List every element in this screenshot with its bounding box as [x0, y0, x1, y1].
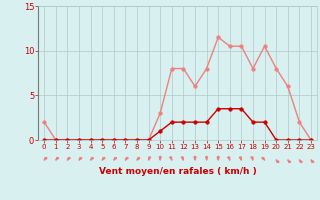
X-axis label: Vent moyen/en rafales ( km/h ): Vent moyen/en rafales ( km/h ) [99, 167, 256, 176]
